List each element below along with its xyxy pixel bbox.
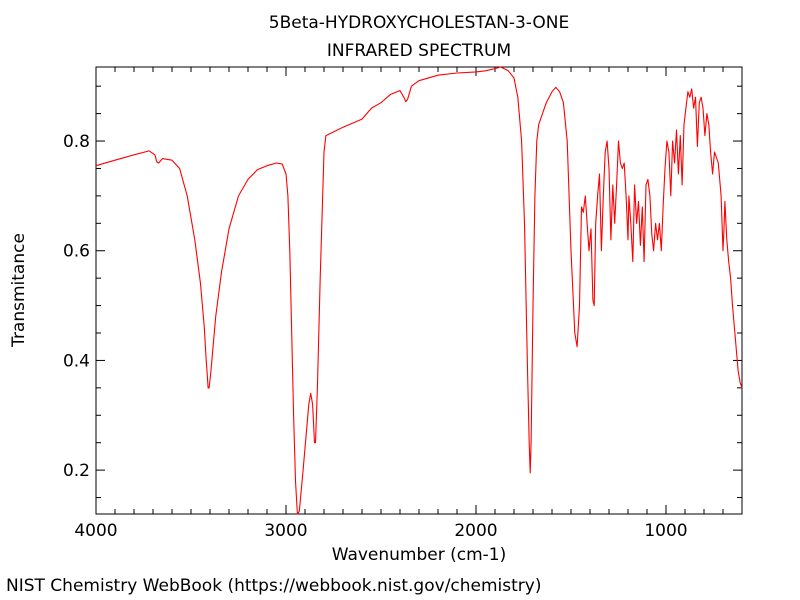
source-footer: NIST Chemistry WebBook (https://webbook.…: [6, 576, 542, 596]
y-tick-label: 0.8: [63, 132, 90, 152]
y-tick-label: 0.6: [63, 242, 90, 262]
x-tick-label: 2000: [454, 521, 497, 541]
chart-title: 5Beta-HYDROXYCHOLESTAN-3-ONE: [269, 13, 569, 33]
x-axis-label: Wavenumber (cm-1): [332, 545, 507, 565]
y-axis-label: Transmitance: [9, 233, 29, 348]
chart-subtitle: INFRARED SPECTRUM: [327, 41, 511, 61]
x-tick-label: 3000: [264, 521, 307, 541]
spectrum-line: [95, 66, 743, 515]
plot-frame: [95, 66, 743, 515]
tick-labels: 4000 3000 2000 1000 0.2 0.4 0.6 0.8: [63, 132, 688, 541]
y-tick-label: 0.4: [63, 351, 90, 371]
x-tick-label: 1000: [644, 521, 687, 541]
x-tick-label: 4000: [74, 521, 117, 541]
tick-marks: [95, 67, 743, 514]
y-tick-label: 0.2: [63, 461, 90, 481]
